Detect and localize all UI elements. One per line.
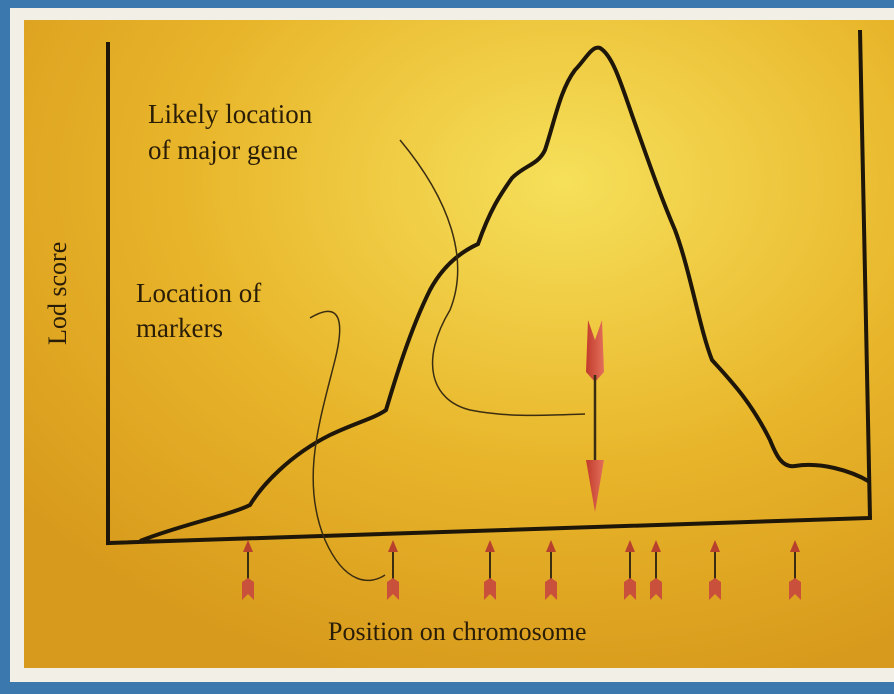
diagram: Lod score Position on chromosome Likely … (0, 0, 894, 694)
annotation-line: Location of (136, 278, 261, 308)
y-axis-label: Lod score (43, 242, 72, 345)
annotation-line: Likely location (148, 99, 313, 129)
page: Lod score Position on chromosome Likely … (0, 0, 894, 694)
annotation-line: of major gene (148, 135, 298, 165)
x-axis-label: Position on chromosome (328, 617, 587, 646)
annotation-line: markers (136, 313, 223, 343)
